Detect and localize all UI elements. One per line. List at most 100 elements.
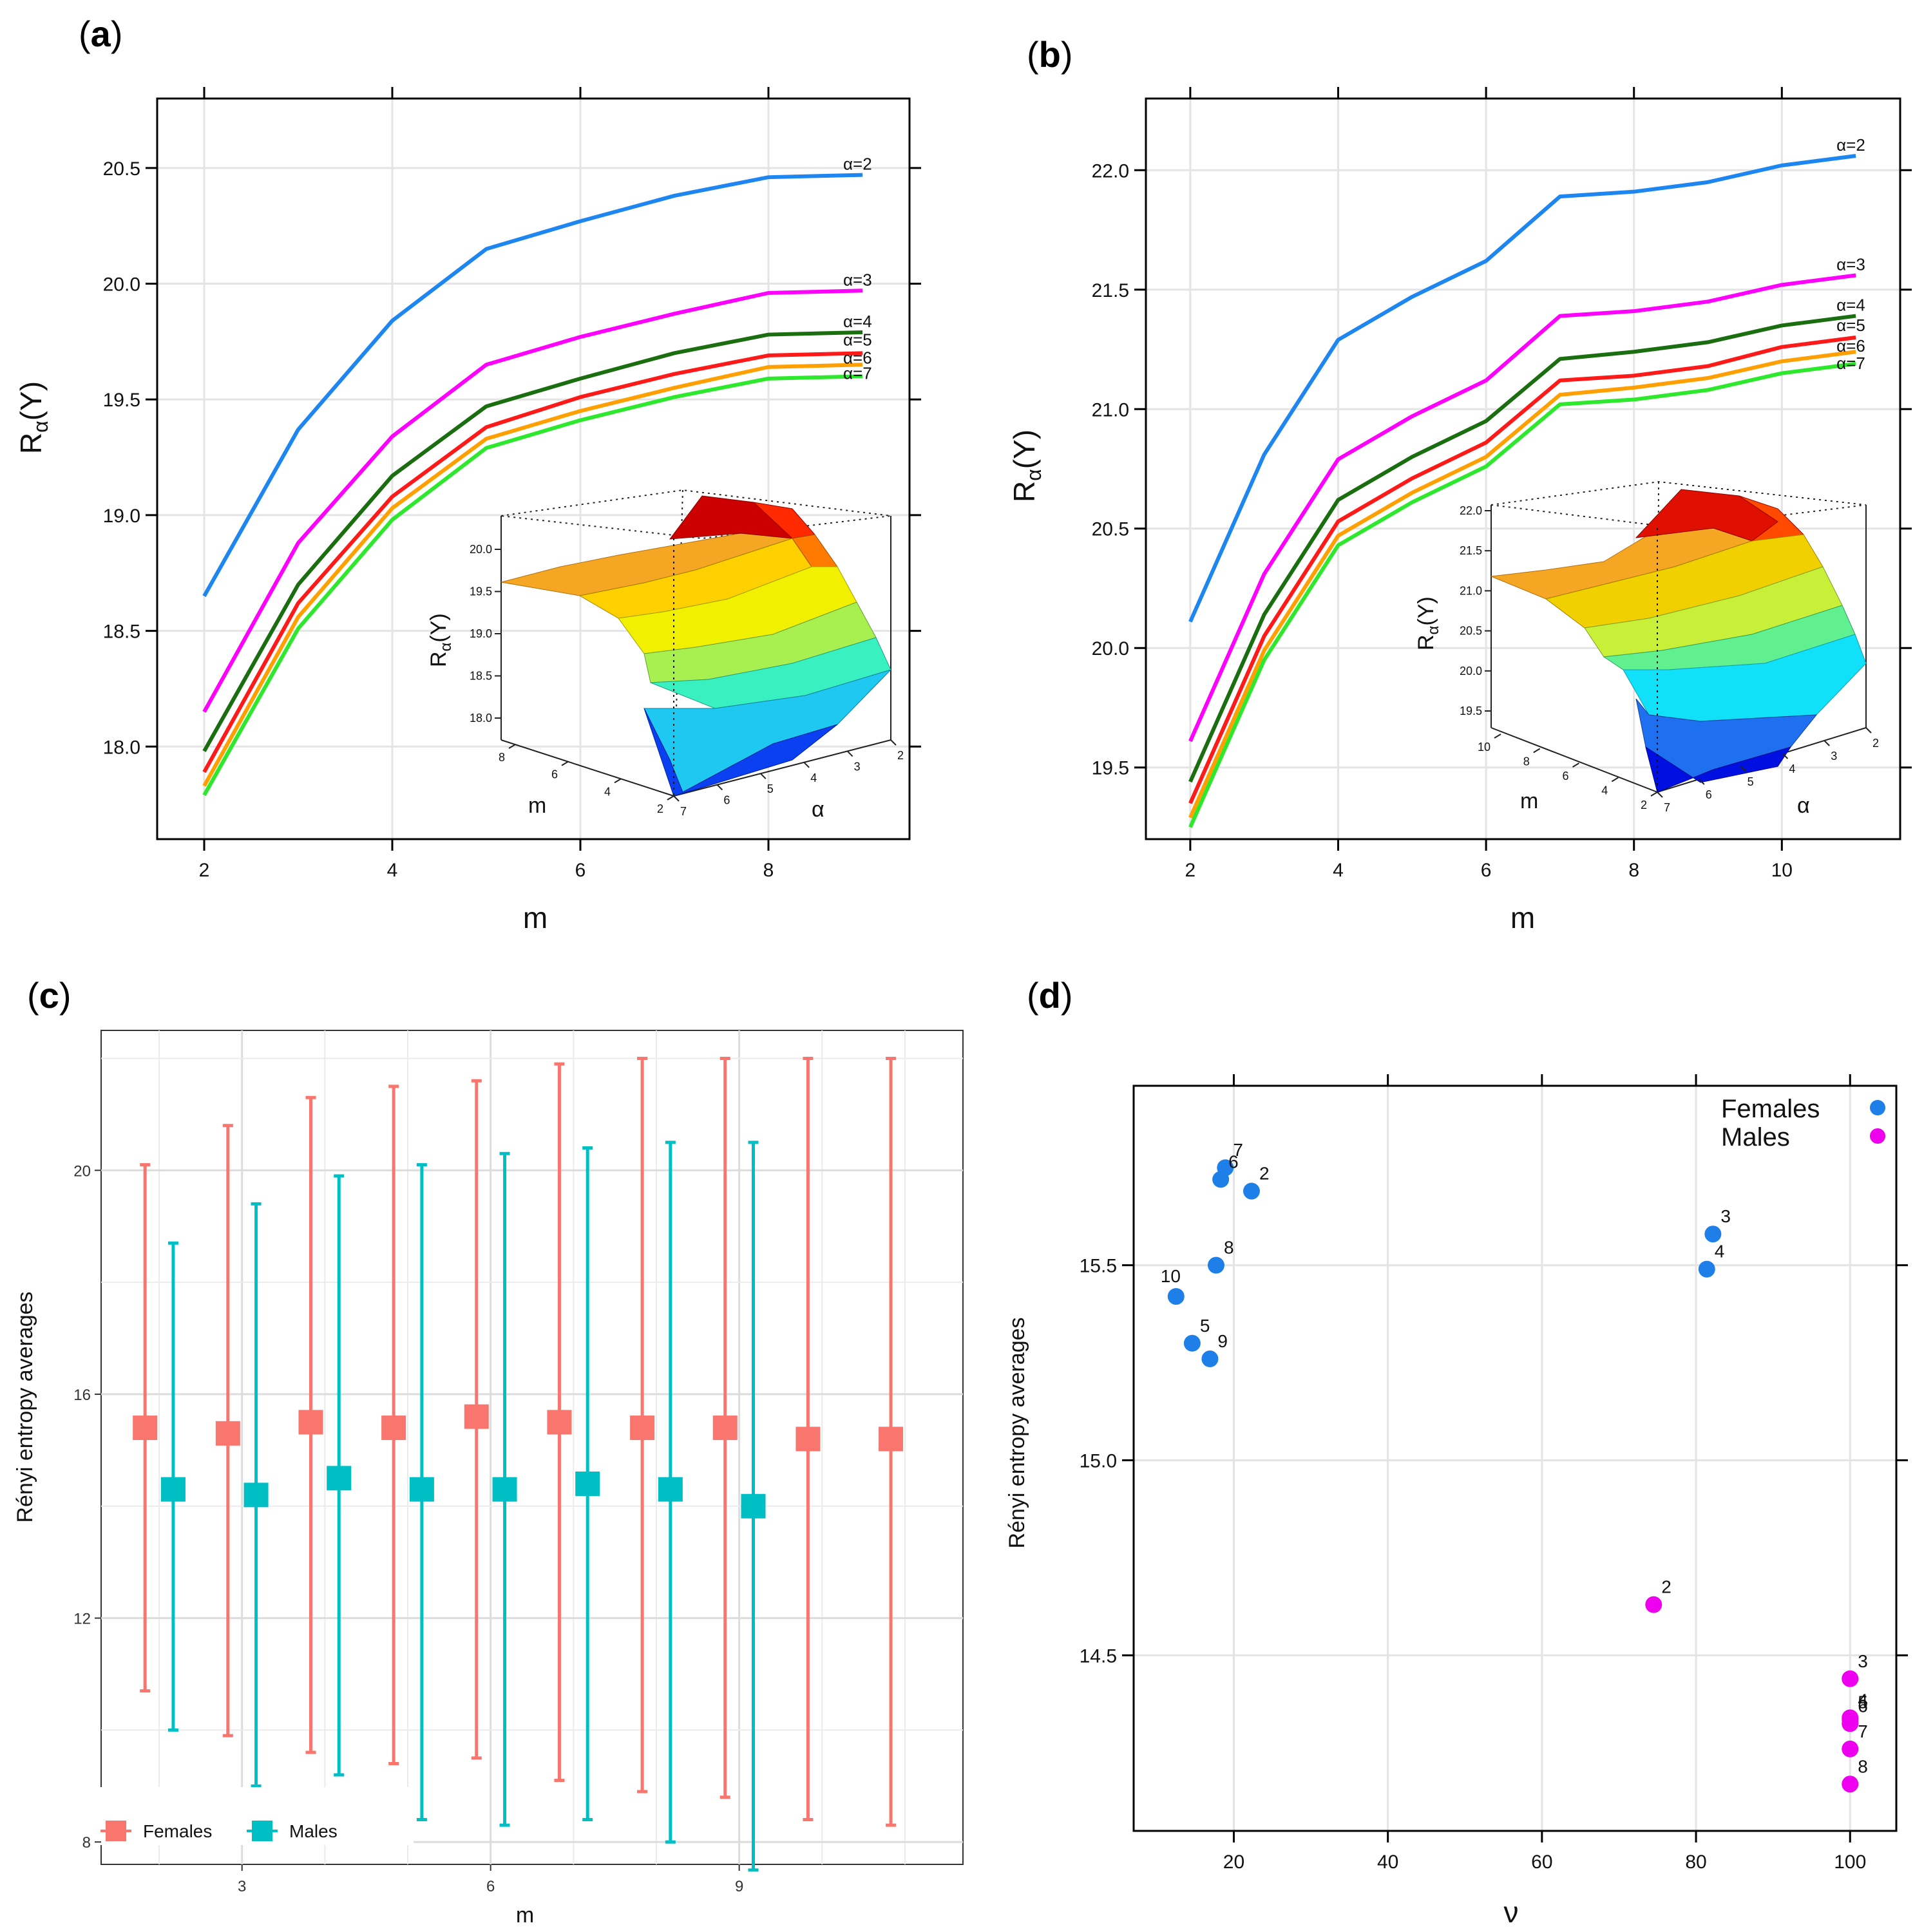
pa-y-tick-label: 20.5 [103,158,140,180]
panel-c-females-errorbar [795,1056,821,1821]
pb-series-label: α=5 [1836,316,1865,335]
panel-a-x-label: m [523,901,548,934]
panel-b-x-label: m [1510,901,1535,934]
panel-c-females-mean-marker [298,1410,323,1435]
pb-inset-alpha-tick: 7 [1664,801,1670,814]
panel-a-label: (a) [79,14,122,54]
legend-females-swatch [106,1821,126,1841]
panel-d-males-point: 3 [1842,1651,1868,1687]
panel-c-females-errorbar [133,1163,158,1693]
panel-b-inset-surface: 19.5 20.0 20.5 21.0 21.5 22.0 2 4 6 8 10 7 6 5 4 3 2 m α… [1414,480,1879,818]
panel-d-y-tick-label: 15.0 [1080,1451,1117,1472]
panel-c-males-mean-marker [575,1471,600,1496]
panel-d-point-label: 3 [1720,1206,1731,1226]
pa-y-tick-label: 19.5 [103,390,140,411]
panel-d-point-label: 4 [1715,1242,1725,1262]
panel-c-females-errorbar [547,1062,572,1783]
pa-x-tick-label: 4 [387,860,398,881]
pb-inset-m-tick: 10 [1478,741,1491,753]
pa-inset-m-tick: 4 [604,785,611,798]
panel-d-females-point: 3 [1704,1206,1731,1243]
pb-y-tick-label: 20.5 [1092,519,1129,540]
panel-c-y-label: Rényi entropy averages [13,1291,37,1522]
panel-c-y-tick-label: 16 [73,1387,91,1404]
pb-inset-m-tick: 6 [1562,770,1568,782]
panel-c: (c) Females Males 3 6 9 8 12 16 20 m Rényi ent… [13,975,964,1927]
panel-c-males-mean-marker [658,1477,683,1502]
pb-inset-z-tick: 20.0 [1460,665,1482,677]
pb-y-tick-label: 21.5 [1092,280,1129,301]
pb-series-line-5 [1188,335,1856,804]
panel-b-inset-alpha-label: α [1797,793,1810,818]
panel-c-x-label: m [516,1903,534,1927]
panel-d-y-tick-label: 14.5 [1080,1645,1117,1667]
panel-d-point-label: 9 [1217,1331,1228,1351]
panel-d-y-label: Rényi entropy averages [1005,1317,1029,1548]
legend-d-females-marker [1870,1100,1885,1115]
pa-inset-alpha-tick: 3 [854,760,861,773]
pa-y-tick-label: 18.5 [103,621,140,643]
panel-c-males-mean-marker [160,1477,186,1502]
pb-inset-m-tick: 2 [1641,799,1647,811]
panel-c-males-errorbar [658,1141,683,1844]
pa-series-line-4 [202,330,863,752]
pa-inset-alpha-tick: 2 [897,749,904,762]
panel-d-x-label: ν [1504,1895,1519,1929]
panel-c-females-errorbar [215,1124,240,1738]
panel-d-females-point: 2 [1243,1164,1270,1200]
panel-c-y-tick-label: 12 [73,1611,91,1628]
panel-d-x-tick-label: 40 [1377,1852,1398,1873]
pb-series-line-3 [1188,273,1856,743]
pa-inset-m-tick: 6 [551,768,558,781]
panel-c-y-tick-label: 8 [82,1834,91,1852]
panel-c-males-errorbar [409,1163,434,1821]
pb-series-line-6 [1188,350,1856,819]
panel-c-males-mean-marker [741,1493,766,1519]
pa-inset-alpha-tick: 5 [767,782,774,795]
pa-inset-m-tick: 2 [657,802,663,815]
panel-a-inset-z-label: Rα(Y) [426,613,455,667]
panel-d-point-label: 2 [1259,1164,1270,1184]
panel-c-females-errorbar [381,1084,406,1766]
panel-d-x-tick-label: 20 [1223,1852,1244,1873]
pa-x-tick-label: 8 [763,860,774,881]
pa-inset-m-tick: 8 [499,751,505,764]
pb-series-label: α=2 [1836,135,1865,155]
pa-inset-z-tick: 18.5 [470,670,492,683]
pa-x-tick-label: 2 [199,860,210,881]
panel-c-females-mean-marker [215,1421,240,1446]
pa-series-label: α=7 [843,363,872,383]
panel-d-females-point: 10 [1161,1266,1185,1305]
panel-c-females-mean-marker [133,1416,158,1441]
legend-males-label: Males [289,1821,338,1841]
pa-inset-z-tick: 19.5 [470,585,492,598]
panel-d-point-label: 3 [1858,1651,1868,1671]
panel-d-point-label: 7 [1858,1721,1868,1741]
panel-d-point-label: 5 [1200,1316,1210,1336]
pa-inset-alpha-tick: 4 [810,772,817,784]
panel-d-point-label: 8 [1224,1238,1234,1258]
panel-d-males-point: 7 [1842,1721,1868,1757]
legend-females-label: Females [143,1821,212,1841]
pa-series-line-7 [202,374,863,797]
pb-y-tick-label: 22.0 [1092,160,1129,182]
pb-inset-alpha-tick: 6 [1706,788,1712,801]
panel-d-x-tick-label: 100 [1834,1852,1866,1873]
legend-males-swatch [252,1821,272,1841]
pb-series-line-2 [1188,154,1856,623]
panel-c-females-errorbar [630,1056,655,1794]
pb-inset-alpha-tick: 2 [1872,737,1879,750]
panel-c-females-mean-marker [547,1410,572,1435]
panel-c-females-mean-marker [712,1416,738,1441]
panel-c-legend: Females Males [98,1787,414,1845]
panel-c-males-errorbar [492,1151,517,1827]
pa-y-tick-label: 19.0 [103,506,140,527]
panel-c-x-tick-label: 9 [735,1878,743,1895]
panel-c-males-mean-marker [243,1482,269,1508]
pa-inset-z-tick: 18.0 [470,712,492,724]
pb-inset-z-tick: 22.0 [1460,504,1482,517]
pa-series-label: α=6 [843,348,872,367]
panel-c-males-errorbar [575,1146,600,1821]
pa-series-label: α=3 [843,270,872,289]
